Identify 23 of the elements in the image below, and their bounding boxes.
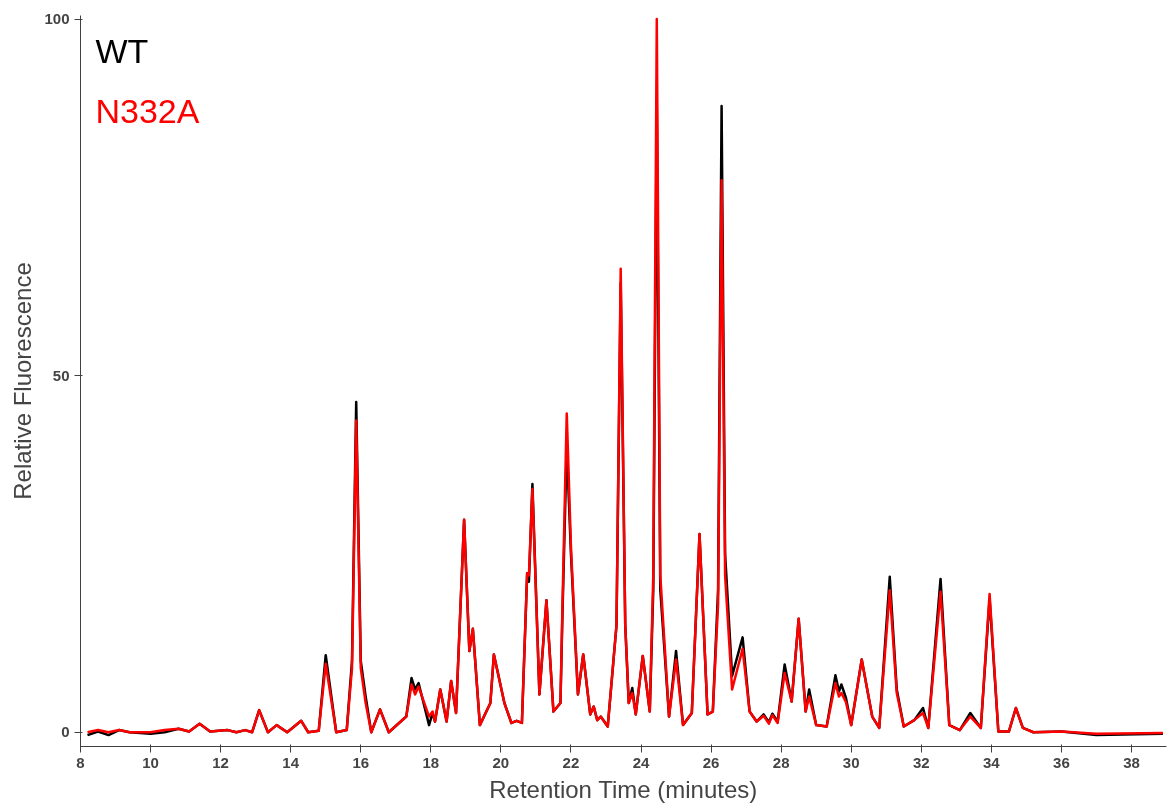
x-tick-label: 38 bbox=[1123, 753, 1140, 771]
y-axis-title: Relative Fluorescence bbox=[9, 262, 37, 500]
x-tick-label: 32 bbox=[912, 753, 930, 771]
y-tick-label: 50 bbox=[52, 366, 70, 384]
y-tick-label: 100 bbox=[44, 10, 70, 28]
x-tick-label: 8 bbox=[76, 753, 85, 771]
x-tick-label: 14 bbox=[282, 753, 300, 771]
x-tick-label: 36 bbox=[1053, 753, 1070, 771]
x-tick-label: 12 bbox=[212, 753, 229, 771]
x-tick-label: 16 bbox=[352, 753, 370, 771]
text: N332A bbox=[95, 91, 200, 130]
x-tick-label: 26 bbox=[702, 753, 720, 771]
x-tick-label: 20 bbox=[492, 753, 510, 771]
x-tick-label: 10 bbox=[142, 753, 159, 771]
x-tick-label: 24 bbox=[632, 753, 651, 771]
x-tick-label: 34 bbox=[983, 753, 1001, 771]
y-tick-label: 0 bbox=[61, 723, 70, 741]
x-tick-label: 18 bbox=[422, 753, 440, 771]
x-axis-title: Retention Time (minutes) bbox=[489, 775, 758, 803]
text: WT bbox=[95, 31, 149, 70]
x-tick-label: 22 bbox=[562, 753, 580, 771]
x-tick-label: 28 bbox=[772, 753, 790, 771]
x-tick-label: 30 bbox=[842, 753, 860, 771]
